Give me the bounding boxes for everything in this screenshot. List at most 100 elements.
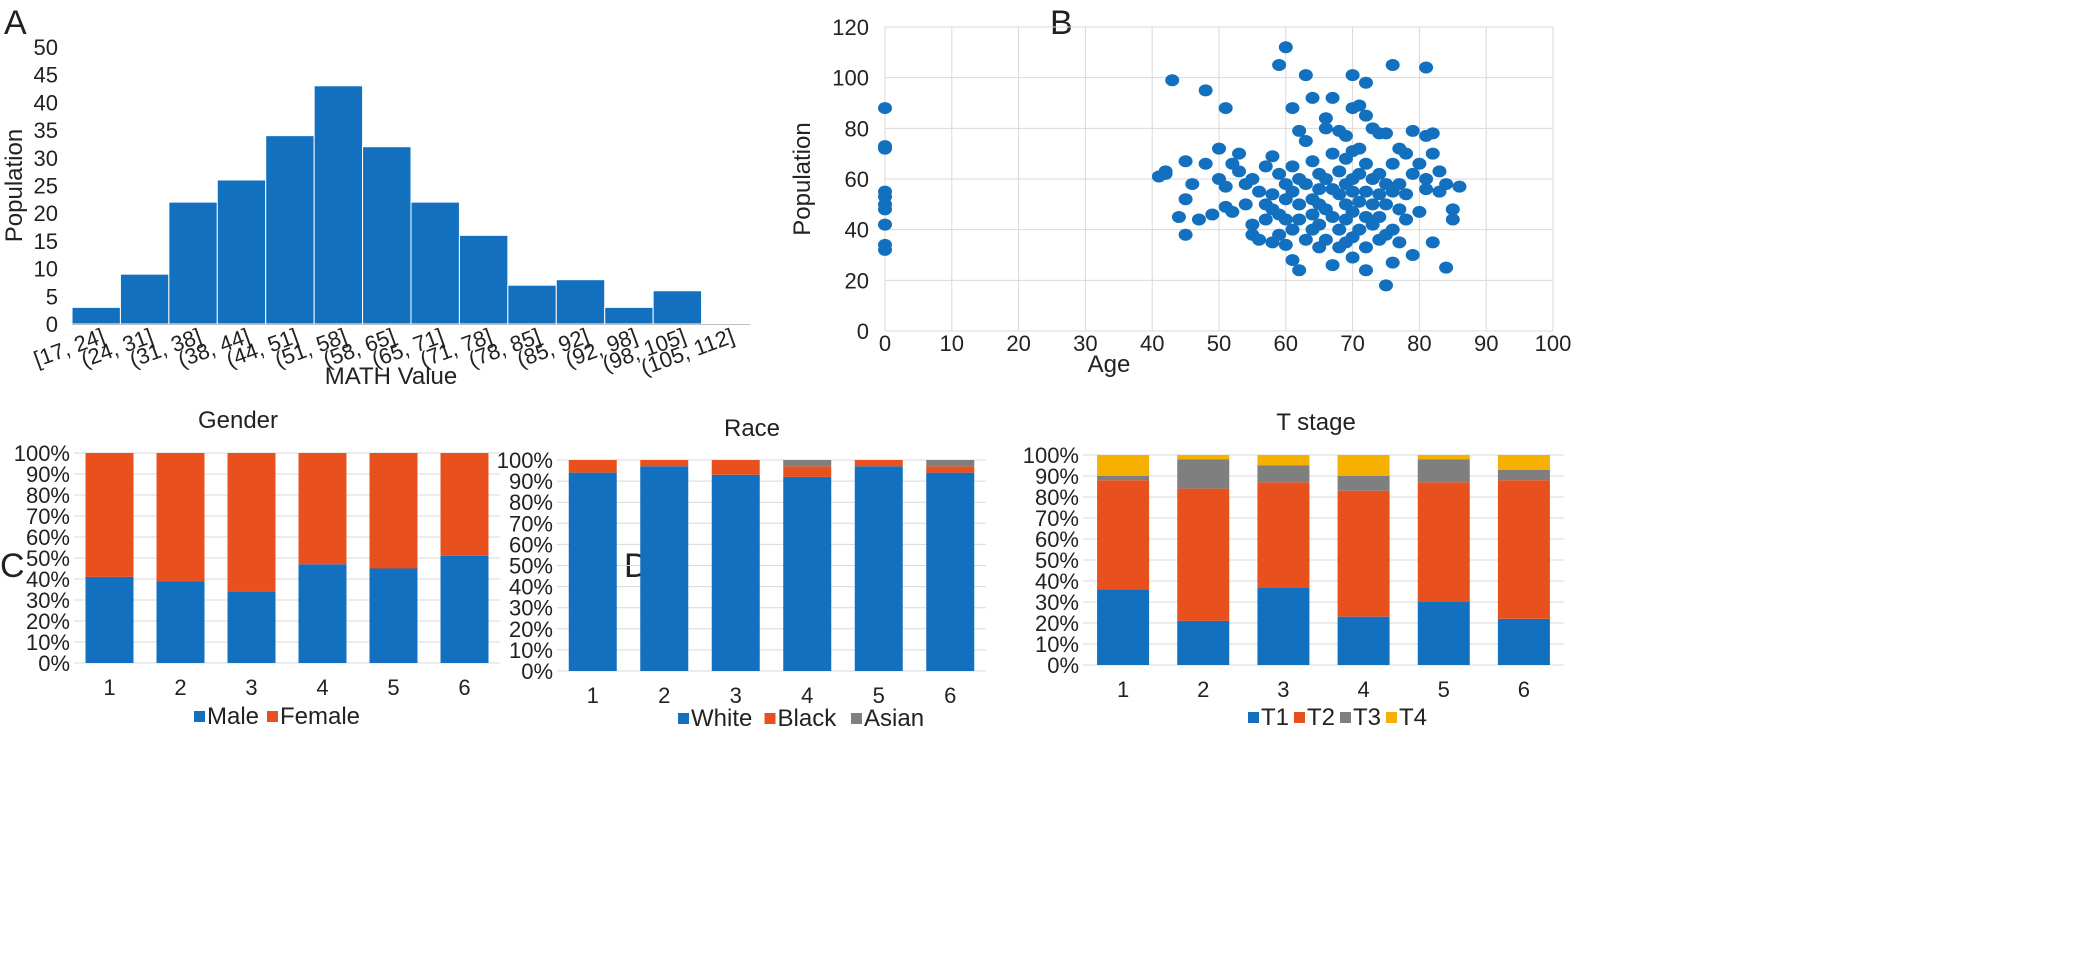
- scatter-point: [1385, 223, 1400, 236]
- race-stacked-bar-chart: 0%10%20%30%40%50%60%70%80%90%100% 1 2 3 4 5 6 R…: [497, 415, 986, 732]
- stacked-bar-segment: [1337, 616, 1390, 665]
- histogram-bar: [410, 201, 460, 325]
- stacked-bar-segment: [783, 476, 832, 671]
- stacked-bar-segment: [1257, 482, 1310, 588]
- scatter-point: [1265, 150, 1280, 163]
- scatter-point: [1372, 211, 1387, 223]
- y-axis-title: Population: [1, 129, 28, 242]
- scatter-point: [1305, 91, 1320, 104]
- stacked-bar-segment: [85, 576, 134, 663]
- x-tick-label: 1: [587, 683, 599, 708]
- stacked-bar-segment: [568, 472, 617, 671]
- scatter-point: [1318, 122, 1333, 135]
- scatter-point: [1345, 205, 1360, 218]
- scatter-point: [1258, 160, 1273, 173]
- scatter-point: [1165, 74, 1180, 87]
- scatter-point: [1439, 178, 1454, 191]
- scatter-point: [1298, 178, 1313, 191]
- histogram-bar: [168, 201, 218, 325]
- histogram-bar: [71, 306, 121, 325]
- stacked-bar-segment: [369, 568, 418, 663]
- legend-label: Female: [280, 703, 360, 730]
- scatter-point: [1439, 261, 1454, 274]
- stacked-bar-segment: [1097, 589, 1150, 665]
- legend-marker: [194, 711, 205, 722]
- stacked-bar-segment: [369, 453, 418, 569]
- scatter-point: [1325, 147, 1340, 160]
- stacked-bar-segment: [1337, 476, 1390, 491]
- y-tick-label: 80: [845, 116, 869, 141]
- scatter-point: [1358, 157, 1373, 170]
- y-tick-label: 30%: [509, 596, 553, 621]
- stacked-bar-segment: [440, 555, 489, 663]
- scatter-point: [1298, 135, 1313, 147]
- y-tick-label: 20%: [1035, 611, 1079, 636]
- stacked-bar-segment: [1177, 620, 1230, 665]
- stacked-bar-segment: [1497, 455, 1550, 470]
- x-tick-label: 0: [879, 331, 891, 356]
- y-tick-label: 70%: [509, 511, 553, 536]
- panel-label-b: B: [1050, 4, 1073, 42]
- y-tick-label: 100: [832, 66, 869, 91]
- histogram-bar: [604, 306, 654, 325]
- y-tick-label: 20: [34, 201, 58, 226]
- legend-label: White: [691, 705, 752, 732]
- stacked-bar-segment: [640, 466, 689, 671]
- stacked-bar-segment: [1497, 480, 1550, 619]
- x-tick-label: 20: [1006, 331, 1030, 356]
- y-axis-title: Population: [789, 122, 816, 235]
- x-tick-label: 5: [873, 683, 885, 708]
- stacked-bar-segment: [440, 453, 489, 556]
- scatter-point: [1332, 165, 1347, 178]
- x-tick-label: 5: [387, 675, 399, 700]
- x-tick-label: 30: [1073, 331, 1097, 356]
- scatter-point: [1372, 188, 1387, 201]
- histogram-bar: [313, 85, 364, 325]
- scatter-point: [1385, 59, 1400, 71]
- scatter-point: [1285, 223, 1300, 236]
- scatter-point: [1285, 254, 1300, 267]
- scatter-point: [1338, 129, 1353, 142]
- scatter-point: [1252, 233, 1267, 246]
- scatter-point: [878, 203, 892, 216]
- stacked-bar-segment: [1337, 490, 1390, 617]
- scatter-point: [1425, 127, 1440, 140]
- x-tick-label: 90: [1474, 331, 1498, 356]
- scatter-point: [1292, 124, 1307, 137]
- scatter-point: [1272, 167, 1287, 180]
- scatter-point: [1285, 185, 1300, 198]
- x-tick-label: 6: [1518, 677, 1530, 702]
- stacked-bar-segment: [783, 466, 832, 477]
- scatter-point: [1325, 91, 1340, 104]
- scatter-point: [1352, 167, 1367, 180]
- stacked-bar-segment: [1097, 455, 1150, 476]
- y-tick-label: 70%: [1035, 506, 1079, 531]
- y-tick-label: 20: [845, 268, 869, 293]
- x-tick-label: 6: [944, 683, 956, 708]
- y-tick-label: 40%: [26, 567, 70, 592]
- scatter-point: [878, 243, 892, 256]
- x-tick-label: 2: [1197, 677, 1209, 702]
- histogram-bar: [119, 273, 170, 325]
- scatter-point: [1358, 264, 1373, 277]
- scatter-point: [1379, 279, 1393, 292]
- stacked-bar-segment: [156, 581, 205, 663]
- scatter-point: [1445, 213, 1460, 226]
- scatter-point: [1305, 208, 1320, 221]
- scatter-point: [1358, 241, 1373, 254]
- histogram-bar: [458, 234, 509, 325]
- scatter-point: [1305, 155, 1320, 168]
- chart-title: Race: [724, 415, 780, 442]
- scatter-point: [1258, 213, 1273, 226]
- scatter-point: [1358, 185, 1373, 198]
- scatter-point: [1352, 223, 1367, 236]
- scatter-point: [1238, 198, 1253, 211]
- legend-marker: [851, 713, 862, 724]
- scatter-point: [878, 102, 892, 115]
- scatter-chart: 0 20 40 60 80 100 120 0 10 20 30 40 50 60 70 80 90 100 Age…: [789, 15, 1571, 378]
- stacked-bar-segment: [1497, 469, 1550, 481]
- x-tick-label: 2: [174, 675, 186, 700]
- histogram-bar: [507, 284, 557, 325]
